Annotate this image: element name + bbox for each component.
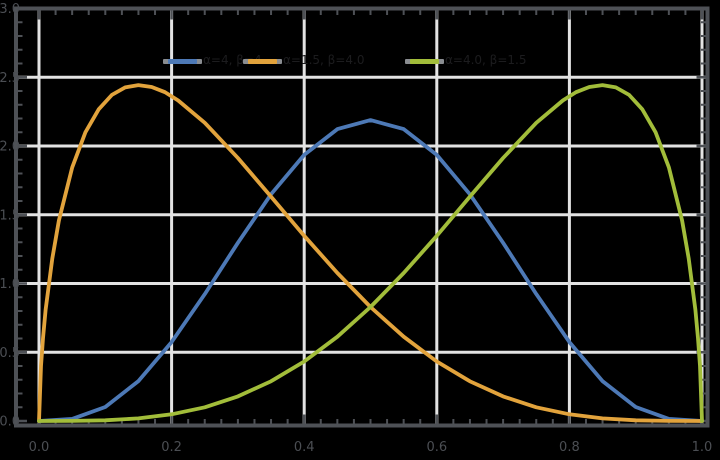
y-tick-label-0.0: 0.0 <box>0 415 20 430</box>
gridlines <box>16 8 708 426</box>
x-tick-label-0.0: 0.0 <box>29 440 50 455</box>
y-tick-label-2.5: 2.5 <box>0 71 20 86</box>
tick-marks <box>18 7 706 424</box>
curve-beta-1.5-4 <box>37 83 704 423</box>
x-tick-label-0.6: 0.6 <box>426 440 447 455</box>
y-tick-label-2.0: 2.0 <box>0 140 20 155</box>
curve-beta-4-4 <box>37 118 704 423</box>
y-tick-label-1.5: 1.5 <box>0 208 20 223</box>
tick-labels: 0.0 0.2 0.4 0.6 0.8 1.0 0.0 0.5 1.0 1.5 2.0 2.5 3.0 <box>0 2 712 455</box>
y-tick-label-0.5: 0.5 <box>0 346 20 361</box>
x-tick-label-0.8: 0.8 <box>559 440 580 455</box>
pdf-curves <box>37 83 704 423</box>
y-tick-label-3.0: 3.0 <box>0 2 20 17</box>
x-tick-label-0.4: 0.4 <box>294 440 315 455</box>
y-tick-label-1.0: 1.0 <box>0 277 20 292</box>
x-tick-label-0.2: 0.2 <box>161 440 182 455</box>
axes-spines <box>14 6 710 428</box>
curve-beta-4-1.5 <box>37 83 704 423</box>
x-tick-label-1.0: 1.0 <box>692 440 713 455</box>
